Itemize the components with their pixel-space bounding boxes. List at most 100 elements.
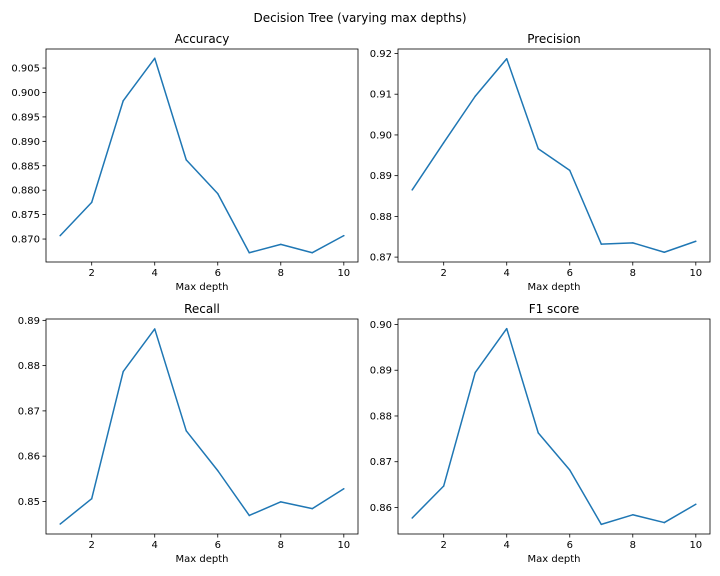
- data-point: [632, 242, 634, 244]
- data-point: [280, 501, 282, 503]
- data-point: [663, 521, 666, 524]
- x-tick-label: 8: [630, 268, 636, 279]
- subplot-title: Precision: [527, 32, 581, 46]
- y-tick-label: 0.86: [18, 452, 40, 463]
- data-point: [185, 159, 187, 161]
- data-point: [217, 192, 219, 195]
- x-axis-label: Max depth: [528, 282, 581, 293]
- x-tick-label: 10: [689, 268, 702, 279]
- x-tick-label: 8: [630, 540, 636, 551]
- x-axis-label: Max depth: [176, 282, 229, 293]
- axes-frame: [45, 48, 359, 263]
- data-point: [474, 371, 476, 374]
- data-point: [474, 95, 476, 97]
- x-tick-label: 2: [441, 268, 447, 279]
- x-tick-label: 2: [89, 540, 95, 551]
- data-point: [343, 487, 345, 490]
- data-point: [505, 58, 508, 60]
- y-tick-label: 0.880: [11, 186, 40, 197]
- data-point: [411, 517, 413, 519]
- data-point: [248, 514, 251, 517]
- y-tick-label: 0.905: [11, 64, 40, 75]
- subplot-title: Accuracy: [175, 32, 230, 46]
- data-point: [600, 523, 603, 526]
- data-point: [311, 507, 314, 510]
- data-point: [343, 234, 345, 237]
- data-point: [122, 100, 124, 102]
- y-tick-label: 0.85: [18, 497, 40, 508]
- data-point: [59, 234, 61, 237]
- data-point: [280, 243, 282, 246]
- x-tick-label: 4: [152, 268, 158, 279]
- x-tick-label: 2: [441, 540, 447, 551]
- y-tick-label: 0.88: [18, 361, 40, 372]
- x-tick-label: 4: [504, 268, 510, 279]
- data-point: [537, 148, 539, 150]
- data-point: [632, 514, 634, 516]
- data-point: [663, 251, 666, 253]
- series-line: [411, 327, 697, 526]
- y-tick-label: 0.870: [11, 235, 40, 246]
- subplot-recall: Recall 2 4 6 8 10 0.85 0.86 0.87 0.88 0.89 Max dept…: [18, 302, 359, 565]
- data-point: [90, 497, 93, 500]
- y-tick-label: 0.87: [18, 406, 40, 417]
- x-tick-label: 10: [689, 540, 702, 551]
- data-point: [185, 430, 187, 432]
- x-tick-label: 2: [89, 268, 95, 279]
- data-point: [569, 169, 571, 172]
- x-tick-label: 4: [504, 540, 510, 551]
- y-tick-label: 0.91: [370, 90, 392, 101]
- y-tick-label: 0.89: [370, 366, 392, 377]
- data-point: [411, 189, 413, 191]
- data-point: [311, 251, 314, 254]
- x-tick-label: 6: [567, 540, 573, 551]
- series-line: [59, 328, 345, 525]
- y-tick-label: 0.890: [11, 137, 40, 148]
- data-point: [695, 503, 697, 506]
- axes-frame: [45, 318, 359, 535]
- subplot-precision: Precision 2 4 6 8 10 0.87 0.88 0.89 0.90 0.91 0.92 M…: [370, 32, 711, 293]
- y-tick-label: 0.900: [11, 88, 40, 99]
- x-axis-label: Max depth: [528, 554, 581, 565]
- x-tick-label: 8: [278, 540, 284, 551]
- data-point: [442, 141, 445, 144]
- y-tick-label: 0.875: [11, 210, 40, 221]
- figure-suptitle: Decision Tree (varying max depths): [253, 11, 466, 25]
- y-tick-label: 0.88: [370, 212, 392, 223]
- data-point: [153, 328, 156, 330]
- x-tick-label: 10: [337, 268, 350, 279]
- y-tick-label: 0.88: [370, 411, 392, 422]
- data-point: [537, 432, 539, 434]
- x-tick-label: 6: [215, 268, 221, 279]
- y-tick-label: 0.89: [370, 171, 392, 182]
- data-point: [600, 243, 603, 245]
- x-tick-label: 8: [278, 268, 284, 279]
- data-point: [217, 469, 219, 472]
- subplot-title: F1 score: [529, 302, 580, 316]
- y-tick-label: 0.86: [370, 503, 392, 514]
- series-line: [59, 57, 345, 254]
- axes-frame: [397, 318, 711, 535]
- y-tick-label: 0.87: [370, 253, 392, 264]
- y-tick-label: 0.90: [370, 130, 392, 141]
- y-tick-label: 0.885: [11, 161, 40, 172]
- data-point: [59, 523, 61, 525]
- data-point: [248, 251, 251, 254]
- x-tick-label: 4: [152, 540, 158, 551]
- y-tick-label: 0.87: [370, 457, 392, 468]
- subplot-title: Recall: [184, 302, 220, 316]
- data-point: [90, 201, 93, 204]
- x-axis-label: Max depth: [176, 554, 229, 565]
- x-tick-label: 10: [337, 540, 350, 551]
- data-point: [505, 327, 508, 330]
- data-point: [442, 485, 445, 487]
- y-tick-label: 0.895: [11, 112, 40, 123]
- data-point: [695, 240, 697, 242]
- subplot-f1-score: F1 score 2 4 6 8 10 0.86 0.87 0.88 0.89 0.90 Max de…: [370, 302, 711, 565]
- x-tick-label: 6: [567, 268, 573, 279]
- data-point: [153, 57, 156, 60]
- series-line: [411, 58, 697, 253]
- subplot-accuracy: Accuracy 2 4 6 8 10 0.870 0.875 0.880 0.885 0.890 0…: [11, 32, 359, 293]
- axes-frame: [397, 48, 711, 263]
- y-tick-label: 0.92: [370, 49, 392, 60]
